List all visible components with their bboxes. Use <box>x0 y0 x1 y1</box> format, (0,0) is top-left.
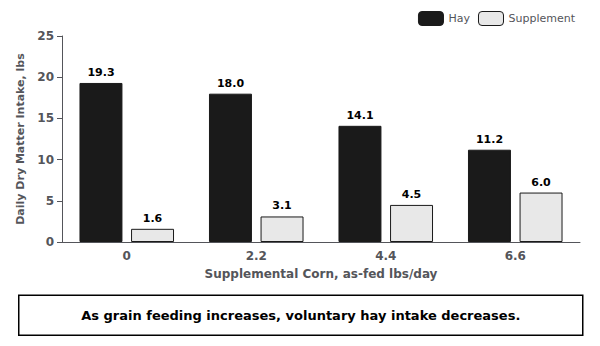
svg-text:10: 10 <box>37 153 54 167</box>
svg-text:3.1: 3.1 <box>272 199 292 212</box>
svg-text:4.5: 4.5 <box>402 188 422 201</box>
svg-text:Supplemental Corn, as-fed lbs/: Supplemental Corn, as-fed lbs/day <box>205 267 438 281</box>
svg-text:2.2: 2.2 <box>246 249 267 263</box>
svg-text:Supplement: Supplement <box>508 12 575 25</box>
svg-text:11.2: 11.2 <box>476 133 503 146</box>
svg-text:1.6: 1.6 <box>143 212 163 225</box>
svg-text:14.1: 14.1 <box>346 109 373 122</box>
svg-text:19.3: 19.3 <box>87 66 114 79</box>
svg-text:20: 20 <box>37 70 54 84</box>
svg-text:5: 5 <box>46 194 54 208</box>
svg-text:Daily Dry Matter Intake, lbs: Daily Dry Matter Intake, lbs <box>14 53 27 225</box>
svg-text:0: 0 <box>46 235 54 249</box>
svg-text:As grain feeding increases, vo: As grain feeding increases, voluntary ha… <box>81 308 520 323</box>
svg-text:Hay: Hay <box>448 12 470 25</box>
svg-text:25: 25 <box>37 29 54 43</box>
svg-text:4.4: 4.4 <box>375 249 396 263</box>
svg-text:15: 15 <box>37 111 54 125</box>
svg-text:18.0: 18.0 <box>217 77 244 90</box>
svg-text:6.6: 6.6 <box>505 249 526 263</box>
svg-text:6.0: 6.0 <box>531 176 551 189</box>
svg-text:0: 0 <box>123 249 131 263</box>
